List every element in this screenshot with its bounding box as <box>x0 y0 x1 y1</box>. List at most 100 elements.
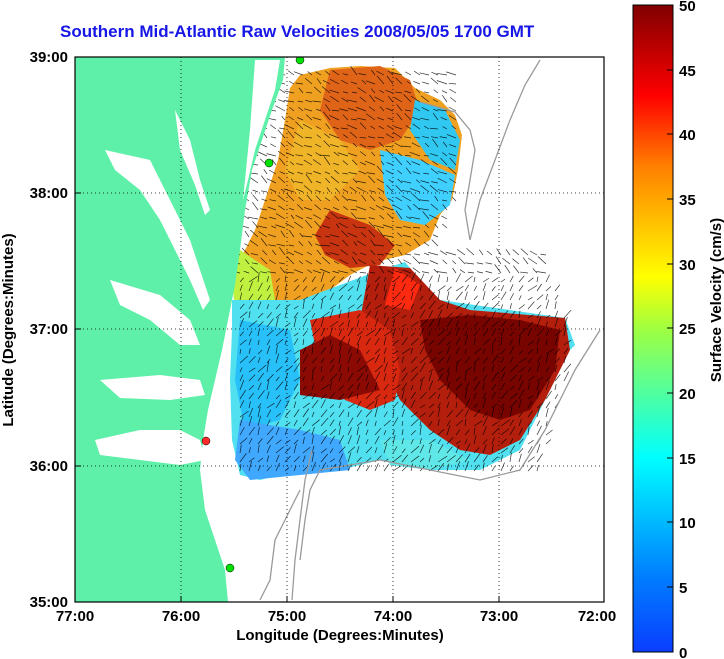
velocity-vector <box>271 159 277 166</box>
velocity-vector <box>361 232 367 238</box>
velocity-vector <box>409 151 421 157</box>
velocity-vector <box>440 116 448 121</box>
velocity-vector <box>441 90 448 94</box>
velocity-vector <box>257 225 268 229</box>
colorbar-label: Surface Velocity (cm/s) <box>708 218 724 382</box>
velocity-vector <box>293 409 300 418</box>
velocity-vector <box>464 370 467 382</box>
velocity-vector <box>276 243 286 247</box>
velocity-vector <box>527 421 533 427</box>
velocity-vector <box>252 194 259 202</box>
velocity-vector <box>383 419 391 427</box>
velocity-vector <box>500 419 511 427</box>
velocity-vector <box>414 107 421 112</box>
velocity-vector <box>455 454 463 463</box>
velocity-vector <box>302 392 313 400</box>
velocity-vector <box>266 427 274 436</box>
velocity-vector <box>554 357 561 364</box>
velocity-vector <box>479 249 484 256</box>
velocity-vector <box>392 429 395 436</box>
y-axis-label: Latitude (Degrees:Minutes) <box>0 233 17 426</box>
velocity-vector <box>243 215 250 220</box>
velocity-vector <box>311 286 317 292</box>
velocity-vector <box>394 91 403 94</box>
velocity-vector <box>491 294 499 301</box>
velocity-vector <box>505 249 511 256</box>
velocity-vector <box>464 291 468 301</box>
velocity-vector <box>294 221 304 229</box>
velocity-vector <box>436 80 448 85</box>
velocity-vector <box>347 347 352 355</box>
velocity-vector <box>446 341 451 346</box>
velocity-vector <box>374 435 380 445</box>
velocity-vector <box>239 437 248 445</box>
velocity-vector <box>266 379 270 391</box>
velocity-vector <box>401 408 405 418</box>
velocity-vector <box>419 72 430 76</box>
velocity-vector <box>320 244 331 247</box>
velocity-vector <box>306 194 313 202</box>
velocity-vector <box>428 455 432 463</box>
velocity-vector <box>509 338 513 346</box>
velocity-vector <box>518 285 524 292</box>
velocity-vector <box>383 283 386 292</box>
velocity-vector <box>491 444 494 454</box>
velocity-vector <box>248 407 254 418</box>
velocity-vector <box>287 142 295 148</box>
velocity-vector <box>419 273 425 283</box>
velocity-vector <box>304 207 313 211</box>
velocity-vector <box>338 446 346 454</box>
velocity-vector <box>437 337 446 346</box>
velocity-vector <box>347 411 350 418</box>
velocity-vector <box>374 447 378 454</box>
velocity-vector <box>502 258 511 265</box>
velocity-vector <box>266 402 275 409</box>
velocity-vector <box>260 175 268 184</box>
velocity-vector <box>509 364 519 373</box>
velocity-vector <box>464 388 468 400</box>
velocity-vector <box>394 142 403 148</box>
velocity-vector <box>320 295 327 301</box>
velocity-vector <box>275 285 279 292</box>
velocity-vector <box>446 366 450 373</box>
velocity-vector <box>302 366 307 373</box>
velocity-vector <box>356 186 367 193</box>
velocity-vector <box>248 392 255 400</box>
velocity-vector <box>376 253 385 256</box>
velocity-vector <box>419 319 429 328</box>
velocity-vector <box>442 152 448 157</box>
velocity-vector <box>432 234 439 238</box>
velocity-vector <box>386 213 394 220</box>
velocity-vector <box>491 422 498 427</box>
velocity-vector <box>540 253 547 256</box>
velocity-vector <box>305 99 313 103</box>
velocity-vector <box>302 408 310 418</box>
velocity-vector <box>545 421 548 427</box>
velocity-vector <box>275 462 280 472</box>
velocity-vector <box>312 117 322 121</box>
velocity-vector <box>302 330 308 337</box>
velocity-vector <box>410 385 414 391</box>
velocity-vector <box>455 337 461 346</box>
velocity-vector <box>446 455 456 463</box>
velocity-vector <box>401 283 406 292</box>
velocity-vector <box>257 349 263 355</box>
velocity-vector <box>441 94 448 103</box>
velocity-vector <box>275 454 280 463</box>
velocity-vector <box>311 318 318 328</box>
velocity-vector <box>257 426 260 436</box>
velocity-vector <box>248 426 256 436</box>
velocity-vector <box>429 184 439 193</box>
velocity-vector <box>278 205 286 211</box>
velocity-vector <box>491 338 497 346</box>
velocity-vector <box>338 420 341 427</box>
velocity-vector <box>257 339 260 346</box>
velocity-vector <box>342 172 349 175</box>
velocity-vector <box>305 136 313 139</box>
velocity-vector <box>446 425 451 436</box>
velocity-vector <box>473 322 479 328</box>
velocity-vector <box>387 270 394 274</box>
velocity-vector <box>401 438 404 445</box>
velocity-vector <box>395 185 403 193</box>
velocity-vector <box>410 282 418 292</box>
